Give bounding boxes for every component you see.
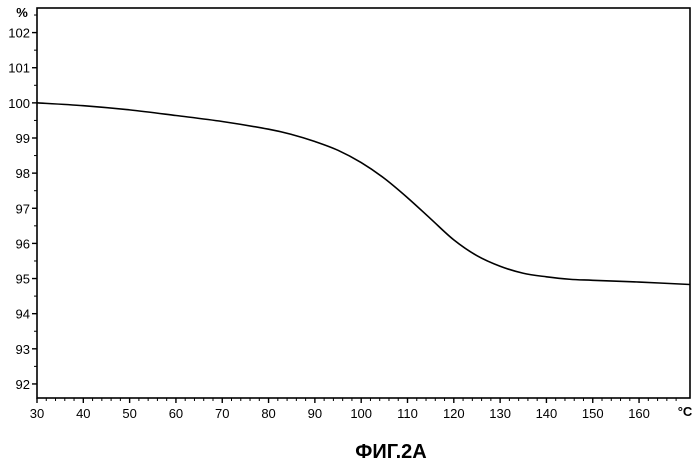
y-tick-label: 92 xyxy=(16,377,30,392)
x-tick-label: 30 xyxy=(30,406,44,421)
y-tick-label: 99 xyxy=(16,131,30,146)
y-tick-label: 97 xyxy=(16,201,30,216)
y-tick-label: 102 xyxy=(8,26,30,41)
y-tick-label: 94 xyxy=(16,307,30,322)
y-tick-label: 93 xyxy=(16,342,30,357)
x-tick-label: 100 xyxy=(350,406,372,421)
x-tick-label: 60 xyxy=(169,406,183,421)
y-tick-label: 95 xyxy=(16,272,30,287)
x-tick-label: 80 xyxy=(261,406,275,421)
chart-svg: 92 93 94 95 96 97 98 99 100 101 102 30 40 50 60 70 80 90… xyxy=(0,0,699,468)
x-tick-label: 70 xyxy=(215,406,229,421)
x-tick-label: 40 xyxy=(76,406,90,421)
x-tick-label: 110 xyxy=(397,406,418,421)
y-axis-unit-label: % xyxy=(16,5,28,20)
y-axis-ticks: 92 93 94 95 96 97 98 99 100 101 102 xyxy=(8,15,37,392)
x-axis-unit-label: °C xyxy=(678,404,693,419)
y-tick-label: 101 xyxy=(8,61,30,76)
x-tick-label: 120 xyxy=(443,406,465,421)
plot-frame xyxy=(37,8,690,398)
x-tick-label: 130 xyxy=(489,406,511,421)
x-tick-label: 50 xyxy=(122,406,136,421)
y-tick-label: 98 xyxy=(16,166,30,181)
series-line-mass xyxy=(37,103,690,285)
y-tick-label: 96 xyxy=(16,236,30,251)
x-tick-label: 140 xyxy=(536,406,558,421)
figure-caption: ФИГ.2А xyxy=(355,441,426,463)
x-tick-label: 90 xyxy=(308,406,322,421)
x-tick-label: 160 xyxy=(628,406,650,421)
y-tick-label: 100 xyxy=(8,96,30,111)
x-tick-label: 150 xyxy=(582,406,604,421)
x-axis-ticks: 30 40 50 60 70 80 90 100 110 120 130 140 150 160 xyxy=(30,398,676,421)
